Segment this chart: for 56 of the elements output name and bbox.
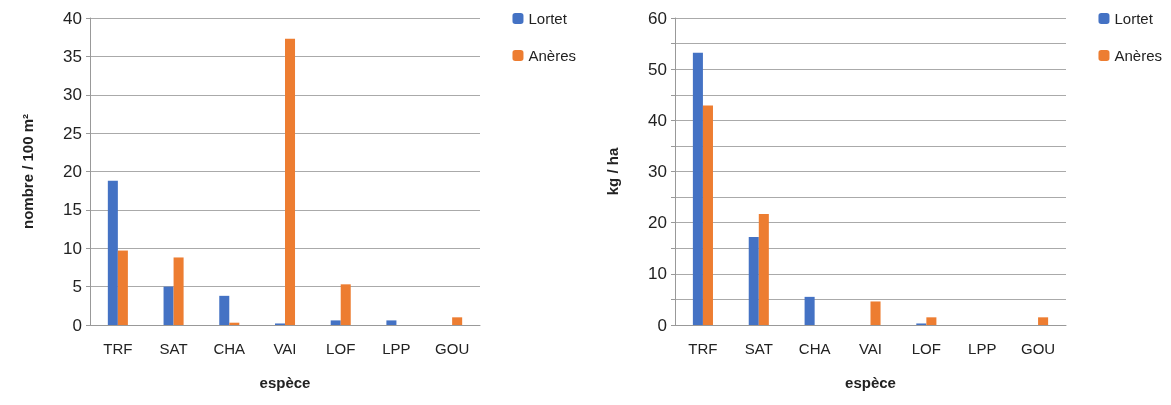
y-tick-label: 50: [648, 59, 667, 79]
bar: [702, 105, 713, 325]
x-tick-label: CHA: [798, 340, 831, 357]
bar: [692, 52, 703, 325]
bar: [870, 301, 881, 325]
y-tick-label: 10: [648, 264, 667, 284]
x-tick-label: GOU: [1020, 340, 1056, 357]
x-tick-label: LOF: [911, 340, 941, 357]
x-tick-label: TRF: [103, 340, 133, 357]
legend-label: Lortet: [1114, 10, 1154, 27]
y-tick-label: 5: [72, 277, 82, 297]
y-tick-label: 10: [63, 238, 82, 258]
x-tick-label: LOF: [326, 340, 356, 357]
x-axis-title: espèce: [845, 374, 896, 391]
x-axis-title: espèce: [259, 374, 311, 391]
bar: [285, 38, 296, 325]
bar: [926, 317, 937, 325]
legend-label: Anères: [528, 47, 576, 64]
y-tick-label: 40: [648, 110, 667, 130]
y-tick-label: 20: [63, 162, 82, 181]
x-tick-label: TRF: [688, 340, 718, 357]
x-tick-label: CHA: [213, 340, 246, 357]
bar: [1038, 317, 1049, 325]
bar: [748, 236, 759, 325]
bar: [386, 320, 397, 325]
bar: [163, 286, 174, 325]
y-tick-label: 35: [63, 46, 82, 66]
bar: [452, 317, 463, 325]
bar: [107, 180, 118, 325]
x-tick-label: SAT: [159, 340, 188, 357]
bar: [340, 284, 351, 325]
bar: [117, 250, 128, 325]
x-tick-label: LPP: [968, 340, 997, 357]
y-tick-label: 0: [72, 315, 82, 335]
x-tick-label: VAI: [273, 340, 297, 357]
y-axis-title: nombre / 100 m²: [19, 113, 36, 230]
legend-label: Anères: [1114, 47, 1162, 64]
y-tick-label: 0: [657, 315, 667, 335]
bar: [173, 257, 184, 325]
bar: [219, 295, 230, 325]
y-tick-label: 30: [648, 162, 667, 181]
legend-label: Lortet: [528, 10, 568, 27]
y-tick-label: 40: [63, 8, 82, 28]
y-axis-title: kg / ha: [604, 147, 621, 196]
x-tick-label: GOU: [435, 340, 470, 357]
y-tick-label: 30: [63, 85, 82, 105]
bar: [804, 296, 815, 325]
y-tick-label: 60: [648, 8, 667, 28]
y-tick-label: 25: [63, 123, 82, 143]
y-tick-label: 20: [648, 213, 667, 233]
bar: [758, 213, 769, 325]
x-tick-label: LPP: [382, 340, 411, 357]
y-tick-label: 15: [63, 200, 82, 220]
bar: [330, 320, 341, 325]
x-tick-label: SAT: [744, 340, 773, 357]
x-tick-label: VAI: [858, 340, 883, 357]
